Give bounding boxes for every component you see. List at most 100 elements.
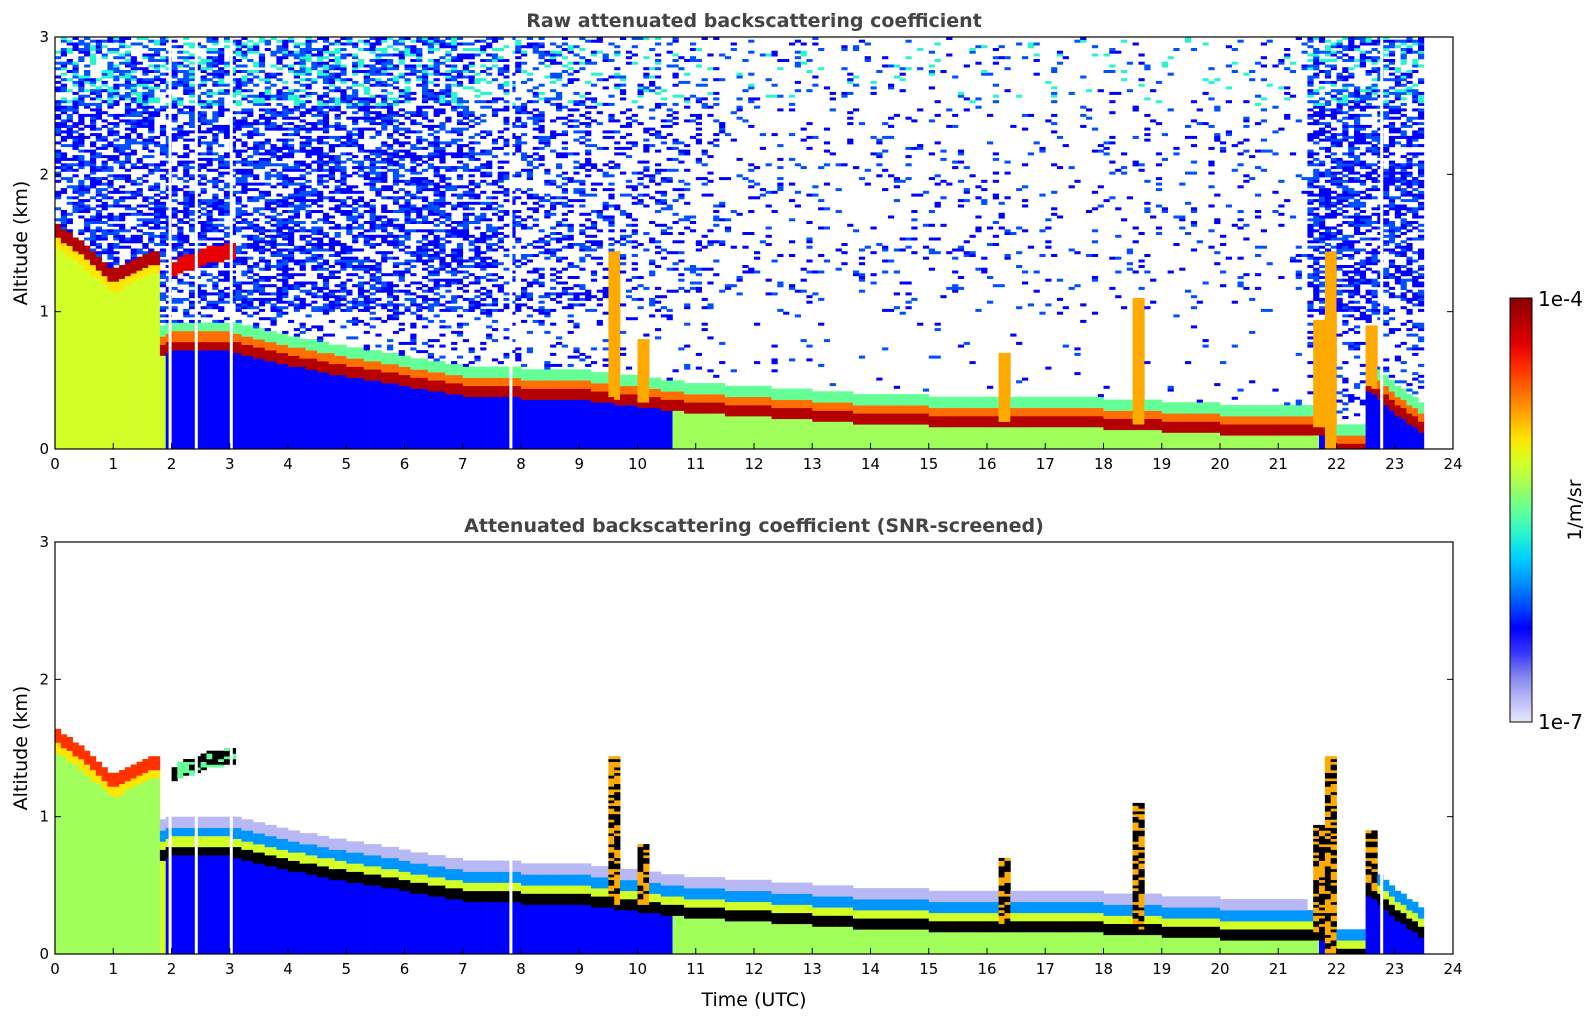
heatmap-cell bbox=[707, 179, 714, 183]
heatmap-cell bbox=[270, 218, 277, 222]
heatmap-cell bbox=[346, 366, 353, 378]
heatmap-cell bbox=[491, 243, 499, 246]
heatmap-cell bbox=[608, 215, 615, 219]
heatmap-cell bbox=[369, 116, 376, 120]
heatmap-cell bbox=[171, 350, 178, 449]
heatmap-cell bbox=[404, 259, 411, 263]
heatmap-cell bbox=[556, 300, 563, 304]
heatmap-cell bbox=[375, 152, 382, 159]
heatmap-cell bbox=[340, 295, 347, 299]
heatmap-cell bbox=[398, 141, 405, 148]
heatmap-cell bbox=[503, 223, 510, 227]
heatmap-cell bbox=[474, 133, 481, 137]
heatmap-cell bbox=[532, 193, 539, 197]
heatmap-cell bbox=[561, 237, 568, 241]
heatmap-cell bbox=[742, 119, 749, 123]
heatmap-cell bbox=[526, 281, 533, 288]
heatmap-cell bbox=[701, 152, 708, 156]
heatmap-cell bbox=[870, 152, 877, 156]
heatmap-cell bbox=[270, 207, 277, 211]
heatmap-cell bbox=[398, 59, 405, 65]
heatmap-cell bbox=[177, 188, 184, 192]
heatmap-cell bbox=[60, 48, 67, 51]
heatmap-cell bbox=[427, 265, 434, 268]
heatmap-cell bbox=[561, 281, 568, 285]
heatmap-cell bbox=[340, 111, 347, 115]
heatmap-cell bbox=[124, 119, 132, 123]
heatmap-cell bbox=[474, 281, 481, 285]
heatmap-cell bbox=[928, 267, 935, 271]
heatmap-cell bbox=[742, 177, 749, 181]
heatmap-cell bbox=[468, 221, 475, 224]
heatmap-cell bbox=[288, 144, 295, 148]
heatmap-cell bbox=[631, 201, 638, 205]
heatmap-cell bbox=[567, 276, 574, 279]
heatmap-cell bbox=[410, 311, 417, 315]
heatmap-cell bbox=[521, 70, 528, 73]
heatmap-cell bbox=[72, 155, 79, 161]
heatmap-cell bbox=[812, 193, 819, 197]
heatmap-cell bbox=[229, 127, 236, 134]
heatmap-cell bbox=[480, 267, 487, 271]
heatmap-cell bbox=[497, 146, 504, 150]
heatmap-cell bbox=[247, 160, 254, 167]
heatmap-cell bbox=[643, 144, 650, 153]
heatmap-cell bbox=[765, 278, 772, 282]
heatmap-cell bbox=[573, 124, 580, 128]
heatmap-cell bbox=[596, 212, 603, 219]
heatmap-cell bbox=[474, 193, 481, 200]
heatmap-cell bbox=[660, 256, 667, 260]
heatmap-cell bbox=[649, 407, 656, 449]
heatmap-cell bbox=[293, 212, 300, 219]
heatmap-cell bbox=[119, 37, 126, 43]
heatmap-cell bbox=[270, 297, 277, 301]
heatmap-cell bbox=[258, 226, 266, 230]
heatmap-cell bbox=[293, 221, 300, 224]
heatmap-cell bbox=[672, 141, 679, 145]
heatmap-cell bbox=[357, 174, 365, 178]
heatmap-cell bbox=[486, 105, 493, 109]
heatmap-cell bbox=[841, 163, 848, 167]
heatmap-cell bbox=[340, 344, 347, 356]
heatmap-cell bbox=[689, 383, 697, 395]
heatmap-cell bbox=[526, 330, 533, 334]
heatmap-cell bbox=[311, 358, 318, 370]
heatmap-cell bbox=[357, 204, 365, 208]
heatmap-cell bbox=[258, 240, 266, 244]
heatmap-cell bbox=[84, 113, 91, 117]
heatmap-cell bbox=[730, 42, 737, 46]
heatmap-cell bbox=[550, 97, 557, 101]
heatmap-cell bbox=[183, 64, 190, 68]
heatmap-cell bbox=[445, 383, 452, 395]
heatmap-cell bbox=[328, 166, 335, 175]
heatmap-cell bbox=[218, 300, 225, 304]
heatmap-cell bbox=[439, 284, 446, 288]
heatmap-cell bbox=[392, 182, 400, 186]
heatmap-cell bbox=[276, 97, 283, 101]
heatmap-cell bbox=[177, 278, 184, 282]
heatmap-cell bbox=[491, 396, 499, 449]
heatmap-cell bbox=[352, 303, 359, 307]
heatmap-cell bbox=[911, 210, 918, 213]
heatmap-cell bbox=[928, 248, 935, 255]
heatmap-cell bbox=[305, 67, 312, 73]
heatmap-cell bbox=[439, 380, 446, 392]
heatmap-cell bbox=[439, 243, 446, 249]
heatmap-cell bbox=[229, 80, 236, 84]
heatmap-cell bbox=[550, 254, 557, 257]
heatmap-cell bbox=[346, 130, 353, 134]
heatmap-cell bbox=[544, 388, 551, 400]
heatmap-cell bbox=[503, 366, 510, 378]
heatmap-cell bbox=[206, 59, 213, 62]
heatmap-cell bbox=[159, 64, 167, 68]
heatmap-cell bbox=[847, 80, 854, 84]
heatmap-cell bbox=[159, 56, 167, 60]
heatmap-cell bbox=[95, 234, 102, 241]
heatmap-cell bbox=[200, 273, 207, 277]
heatmap-cell bbox=[392, 352, 400, 365]
heatmap-cell bbox=[124, 122, 132, 126]
heatmap-cell bbox=[363, 361, 370, 370]
heatmap-cell bbox=[334, 295, 341, 301]
heatmap-cell bbox=[818, 402, 825, 411]
heatmap-cell bbox=[148, 212, 155, 216]
